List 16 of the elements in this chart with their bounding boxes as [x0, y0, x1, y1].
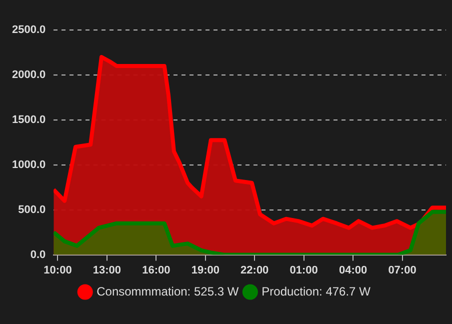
- x-tick-label: 13:00: [92, 264, 122, 276]
- y-tick-label: 1500.0: [12, 114, 46, 126]
- legend-label: Consommmation: 525.3 W: [96, 284, 240, 298]
- y-tick-label: 0.0: [30, 248, 46, 261]
- x-tick-label: 04:00: [338, 264, 368, 276]
- legend-label: Production: 476.7 W: [262, 284, 372, 298]
- x-tick-label: 07:00: [388, 264, 416, 276]
- y-tick-label: 2000.0: [12, 68, 46, 81]
- x-tick-label: 16:00: [142, 264, 170, 276]
- y-tick-label: 2500.0: [12, 24, 46, 36]
- x-tick-label: 10:00: [44, 264, 72, 276]
- x-tick-label: 01:00: [290, 264, 318, 276]
- y-tick-label: 1000.0: [12, 158, 46, 171]
- x-tick-label: 22:00: [240, 264, 269, 276]
- x-tick-label: 19:00: [191, 264, 220, 276]
- y-tick-label: 500.0: [18, 204, 46, 216]
